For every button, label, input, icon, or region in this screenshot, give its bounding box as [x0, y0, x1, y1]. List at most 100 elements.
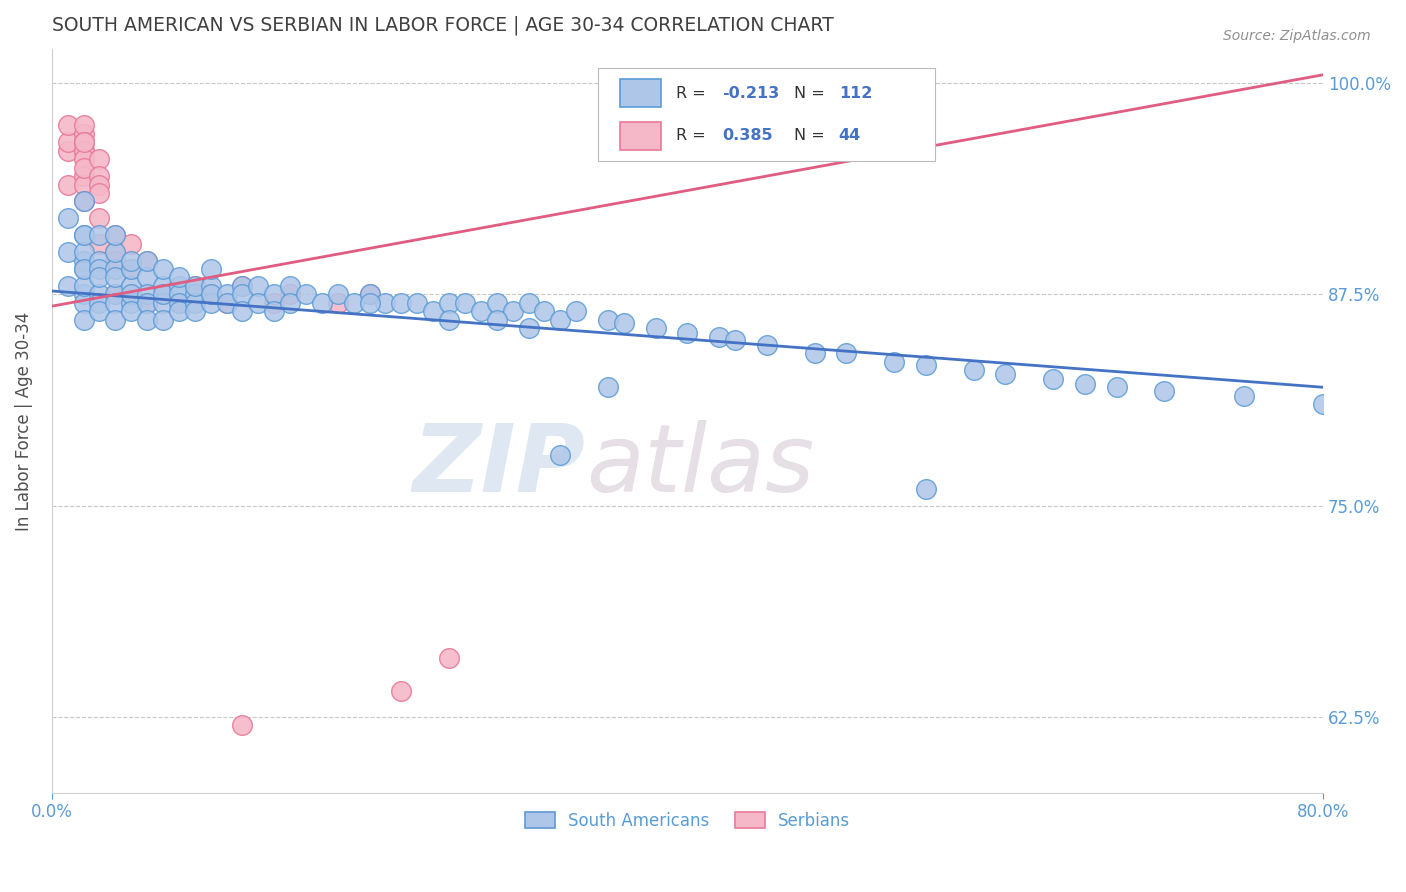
Point: [56, 119, 79, 133]
Point: [152, 262, 174, 277]
Point: [1233, 389, 1256, 403]
Text: R =: R =: [676, 86, 711, 101]
Point: [72, 136, 94, 150]
Point: [89, 186, 111, 200]
Point: [167, 295, 190, 310]
Text: 112: 112: [839, 86, 872, 101]
Point: [914, 482, 936, 496]
Point: [104, 287, 127, 301]
Point: [72, 161, 94, 175]
Point: [343, 295, 366, 310]
Point: [104, 287, 127, 301]
Point: [104, 245, 127, 260]
Point: [247, 279, 270, 293]
Point: [72, 287, 94, 301]
Point: [1153, 384, 1175, 398]
Point: [120, 287, 142, 301]
Point: [200, 287, 222, 301]
Point: [72, 262, 94, 277]
Point: [89, 178, 111, 192]
Point: [104, 228, 127, 243]
Point: [565, 304, 588, 318]
Point: [422, 304, 444, 318]
Point: [72, 169, 94, 183]
Point: [72, 295, 94, 310]
Point: [120, 279, 142, 293]
Point: [278, 279, 301, 293]
Point: [72, 228, 94, 243]
Point: [104, 262, 127, 277]
Point: [676, 326, 699, 341]
Point: [104, 312, 127, 326]
Point: [72, 136, 94, 150]
Point: [89, 295, 111, 310]
Point: [1042, 372, 1064, 386]
Point: [152, 312, 174, 326]
Point: [72, 253, 94, 268]
Point: [326, 287, 349, 301]
Point: [89, 169, 111, 183]
Point: [184, 279, 207, 293]
Point: [56, 136, 79, 150]
Point: [311, 295, 333, 310]
Point: [263, 304, 285, 318]
Point: [231, 279, 253, 293]
Point: [152, 295, 174, 310]
Point: [485, 312, 508, 326]
Point: [724, 333, 747, 347]
Point: [167, 279, 190, 293]
FancyBboxPatch shape: [620, 79, 661, 107]
Point: [120, 295, 142, 310]
Point: [231, 304, 253, 318]
Point: [231, 718, 253, 732]
Point: [200, 295, 222, 310]
Y-axis label: In Labor Force | Age 30-34: In Labor Force | Age 30-34: [15, 311, 32, 531]
Point: [502, 304, 524, 318]
Text: ZIP: ZIP: [413, 419, 586, 512]
Point: [72, 119, 94, 133]
Point: [104, 270, 127, 285]
Point: [89, 253, 111, 268]
Point: [231, 287, 253, 301]
Point: [120, 236, 142, 251]
Text: atlas: atlas: [586, 420, 814, 511]
Point: [359, 287, 381, 301]
Point: [263, 295, 285, 310]
Point: [644, 321, 666, 335]
Point: [136, 253, 159, 268]
Point: [517, 295, 540, 310]
Point: [200, 262, 222, 277]
Text: 44: 44: [839, 128, 860, 144]
Point: [994, 367, 1017, 381]
Point: [56, 178, 79, 192]
Point: [136, 287, 159, 301]
Point: [1312, 397, 1334, 411]
Point: [72, 228, 94, 243]
Point: [184, 287, 207, 301]
Point: [152, 279, 174, 293]
Point: [120, 253, 142, 268]
Point: [1105, 380, 1128, 394]
Text: N =: N =: [794, 86, 830, 101]
Point: [104, 228, 127, 243]
Point: [596, 312, 619, 326]
Point: [89, 287, 111, 301]
Point: [167, 287, 190, 301]
Point: [89, 211, 111, 226]
Point: [72, 127, 94, 141]
Point: [136, 295, 159, 310]
Point: [184, 304, 207, 318]
FancyBboxPatch shape: [599, 68, 935, 161]
Point: [406, 295, 429, 310]
Point: [215, 295, 238, 310]
Point: [1074, 376, 1097, 391]
Point: [152, 287, 174, 301]
Point: [184, 295, 207, 310]
Point: [437, 295, 460, 310]
Point: [136, 312, 159, 326]
Point: [247, 295, 270, 310]
Text: SOUTH AMERICAN VS SERBIAN IN LABOR FORCE | AGE 30-34 CORRELATION CHART: SOUTH AMERICAN VS SERBIAN IN LABOR FORCE…: [52, 15, 834, 35]
Point: [200, 279, 222, 293]
Point: [89, 304, 111, 318]
FancyBboxPatch shape: [620, 121, 661, 150]
